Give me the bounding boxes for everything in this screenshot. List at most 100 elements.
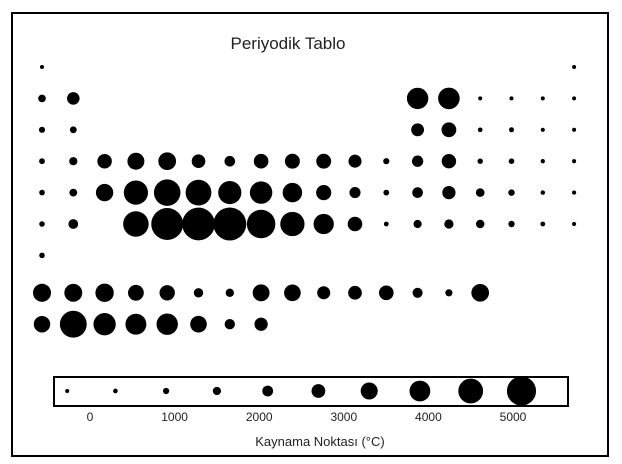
element-marker [193, 288, 204, 298]
element-marker [475, 188, 485, 197]
element-marker [412, 187, 423, 198]
element-marker [158, 152, 177, 171]
element-marker [508, 220, 515, 228]
element-marker [540, 190, 546, 195]
element-marker [225, 288, 234, 297]
element-marker [246, 209, 276, 239]
element-marker [127, 152, 145, 170]
element-marker [572, 127, 577, 132]
element-marker [97, 153, 112, 169]
size-legend-marker [113, 388, 118, 394]
element-marker [59, 310, 87, 338]
element-marker [68, 219, 79, 229]
size-legend-tick-label: 3000 [330, 410, 357, 424]
element-marker [478, 96, 483, 101]
element-marker [151, 208, 184, 240]
element-marker [508, 189, 515, 196]
element-marker [445, 289, 453, 297]
x-axis-label: Kaynama Noktası (°C) [255, 434, 384, 449]
element-marker [33, 315, 51, 333]
element-marker [383, 158, 390, 165]
element-marker [441, 153, 457, 169]
element-marker [218, 181, 242, 205]
element-marker [509, 96, 514, 101]
element-marker [69, 126, 77, 134]
element-marker [69, 157, 78, 166]
chart-frame [11, 12, 609, 457]
element-marker [185, 179, 212, 206]
size-legend-marker [409, 380, 431, 402]
size-legend-frame [53, 376, 569, 407]
size-legend-marker [311, 384, 326, 398]
element-marker [95, 283, 114, 302]
element-marker [316, 185, 332, 201]
element-marker [412, 287, 423, 298]
size-legend-marker [163, 387, 170, 395]
element-marker [313, 213, 334, 235]
size-legend-marker [506, 376, 537, 406]
size-legend-marker [65, 389, 70, 393]
element-marker [284, 284, 301, 302]
element-marker [540, 127, 545, 132]
size-legend-marker [212, 386, 222, 396]
size-legend-tick-label: 5000 [500, 410, 527, 424]
element-marker [254, 317, 268, 331]
element-marker [572, 190, 577, 195]
element-marker [413, 219, 422, 229]
element-marker [224, 155, 236, 167]
element-marker [348, 285, 362, 300]
size-legend-tick-label: 0 [87, 410, 94, 424]
size-legend-marker [360, 382, 378, 400]
element-marker [284, 153, 300, 169]
element-marker [64, 283, 83, 302]
element-marker [191, 154, 206, 168]
element-marker [182, 207, 215, 241]
element-marker [249, 181, 273, 204]
element-marker [348, 154, 362, 168]
element-marker [540, 221, 546, 227]
element-marker [477, 127, 483, 133]
chart-title: Periyodik Tablo [231, 34, 346, 53]
element-marker [572, 159, 577, 164]
element-marker [508, 158, 515, 164]
element-marker [411, 155, 424, 167]
element-marker [347, 216, 363, 232]
element-marker [224, 319, 235, 330]
element-marker [252, 284, 270, 302]
element-marker [383, 221, 389, 227]
element-marker [438, 87, 460, 110]
element-marker [253, 153, 269, 169]
size-legend-marker [262, 385, 274, 397]
element-marker [159, 285, 175, 301]
element-marker [190, 315, 207, 333]
element-marker [39, 189, 45, 196]
element-marker [39, 252, 45, 259]
element-marker [32, 283, 52, 302]
element-marker [38, 126, 46, 133]
element-marker [280, 211, 305, 237]
element-marker [383, 189, 390, 196]
element-marker [317, 286, 331, 300]
element-marker [316, 153, 332, 169]
element-marker [40, 65, 44, 69]
element-marker [95, 183, 114, 202]
element-marker [411, 123, 425, 137]
element-marker [378, 285, 394, 301]
element-marker [123, 180, 148, 205]
element-marker [444, 219, 454, 229]
element-marker [38, 94, 46, 103]
size-legend-ticks: 0 1000 2000 3000 4000 5000 [87, 410, 527, 424]
element-marker [540, 96, 545, 101]
element-marker [349, 187, 361, 199]
element-marker [406, 87, 429, 110]
element-marker [572, 65, 577, 69]
element-markers [32, 65, 577, 338]
element-marker [509, 127, 514, 133]
element-marker [128, 284, 144, 301]
element-marker [39, 158, 45, 165]
element-marker [572, 96, 577, 101]
element-marker [156, 313, 178, 335]
element-marker [125, 313, 147, 335]
element-marker [282, 182, 303, 203]
element-marker [471, 283, 490, 302]
